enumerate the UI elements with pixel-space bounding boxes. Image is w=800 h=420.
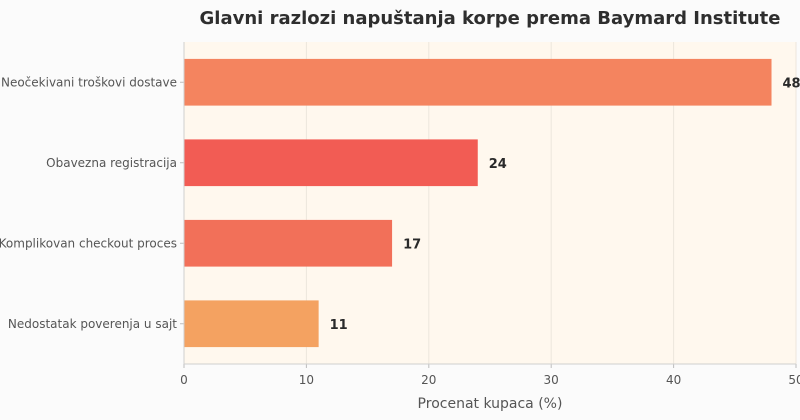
bars <box>184 58 772 348</box>
labels: 0 10 20 30 40 50 Neočekivani troškovi dostave 4… <box>0 75 800 387</box>
category-label: Neočekivani troškovi dostave <box>1 75 177 89</box>
x-tick-label: 10 <box>299 373 314 387</box>
value-label: 11 <box>330 318 348 333</box>
x-tick-label: 30 <box>544 373 559 387</box>
value-label: 48 <box>783 76 800 91</box>
x-tick-label: 20 <box>421 373 436 387</box>
x-tick-label: 40 <box>666 373 681 387</box>
value-label: 24 <box>489 157 507 172</box>
chart-title: Glavni razlozi napuštanja korpe prema Ba… <box>200 8 781 29</box>
bar-2 <box>184 139 478 187</box>
x-tick-label: 0 <box>180 373 188 387</box>
bar-1 <box>184 58 772 106</box>
x-tick-label: 50 <box>788 373 800 387</box>
x-axis-label: Procenat kupaca (%) <box>418 396 563 412</box>
value-label: 17 <box>403 237 421 252</box>
bar-4 <box>184 300 319 348</box>
bar-3 <box>184 219 393 267</box>
category-label: Nedostatak poverenja u sajt <box>8 317 177 331</box>
category-label: Komplikovan checkout proces <box>0 236 177 250</box>
category-label: Obavezna registracija <box>46 156 177 170</box>
